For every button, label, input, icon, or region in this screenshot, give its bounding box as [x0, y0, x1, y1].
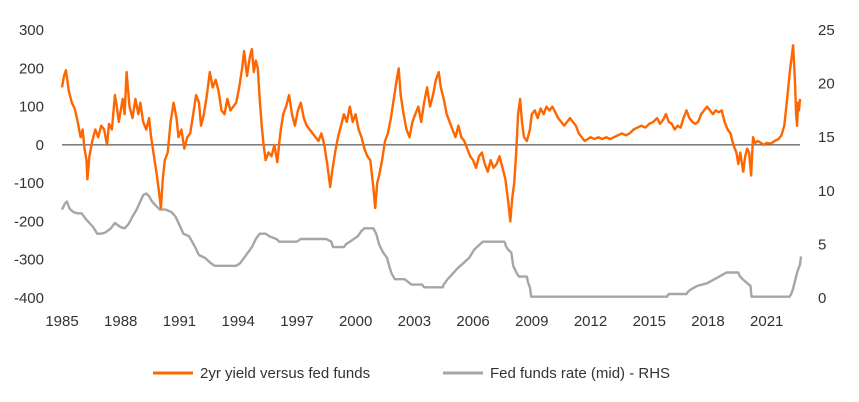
y-right-tick-label: 0: [818, 290, 826, 307]
y-left-tick-label: 100: [19, 99, 44, 116]
legend-item-fedfunds: Fed funds rate (mid) - RHS: [443, 365, 670, 382]
y-left-tick-label: 200: [19, 60, 44, 77]
right-axis: 25 20 15 10 5 0: [818, 22, 835, 307]
x-axis: 1985 1988 1991 1994 1997 2000 2003 2006 2009 2012…: [45, 313, 783, 330]
y-left-tick-label: -200: [14, 213, 44, 230]
y-right-tick-label: 20: [818, 76, 835, 93]
y-right-tick-label: 10: [818, 183, 835, 200]
series-line-2yr-spread: [60, 44, 802, 223]
legend-label-spread: 2yr yield versus fed funds: [200, 365, 370, 382]
legend: 2yr yield versus fed funds Fed funds rat…: [153, 365, 670, 382]
x-tick-label: 2015: [633, 313, 666, 330]
y-right-tick-label: 5: [818, 236, 826, 253]
x-tick-label: 2009: [515, 313, 548, 330]
x-tick-label: 2003: [398, 313, 431, 330]
x-tick-label: 1994: [221, 313, 254, 330]
x-tick-label: 1988: [104, 313, 137, 330]
x-tick-label: 2006: [456, 313, 489, 330]
x-tick-label: 2018: [691, 313, 724, 330]
x-tick-label: 1985: [45, 313, 78, 330]
x-tick-label: 2000: [339, 313, 372, 330]
x-tick-label: 1997: [280, 313, 313, 330]
x-tick-label: 1991: [163, 313, 196, 330]
y-left-tick-label: 0: [36, 137, 44, 154]
y-left-tick-label: 300: [19, 22, 44, 39]
series-line-fed-funds: [60, 192, 803, 298]
y-right-tick-label: 25: [818, 22, 835, 39]
legend-item-spread: 2yr yield versus fed funds: [153, 365, 370, 382]
y-left-tick-label: -300: [14, 252, 44, 269]
y-right-tick-label: 15: [818, 129, 835, 146]
y-left-tick-label: -400: [14, 290, 44, 307]
legend-label-fedfunds: Fed funds rate (mid) - RHS: [490, 365, 670, 382]
left-axis: 300 200 100 0 -100 -200 -300 -400: [14, 22, 44, 307]
y-left-tick-label: -100: [14, 175, 44, 192]
x-tick-label: 2021: [750, 313, 783, 330]
x-tick-label: 2012: [574, 313, 607, 330]
